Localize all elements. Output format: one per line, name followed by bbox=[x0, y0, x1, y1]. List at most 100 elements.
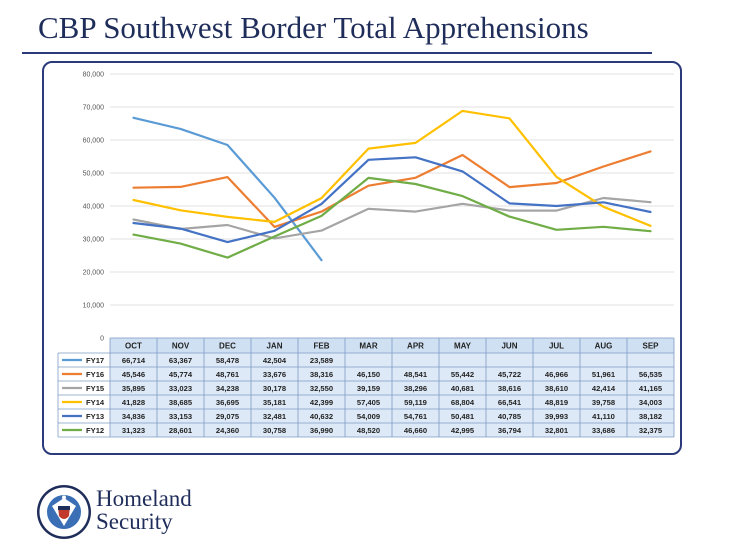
x-tick-label: AUG bbox=[595, 342, 613, 351]
wordmark-line1: Homeland bbox=[96, 486, 192, 511]
page-title: CBP Southwest Border Total Apprehensions bbox=[38, 10, 589, 45]
data-label: 40,681 bbox=[451, 384, 475, 393]
data-label: 56,535 bbox=[639, 370, 663, 379]
title-underline bbox=[22, 52, 652, 54]
gridlines bbox=[110, 73, 674, 339]
series-line-fy15 bbox=[132, 196, 652, 240]
data-label: 59,119 bbox=[404, 398, 427, 407]
data-label: 33,676 bbox=[263, 370, 286, 379]
data-label: 38,182 bbox=[639, 412, 662, 421]
x-tick-label: JAN bbox=[266, 342, 282, 351]
legend-entry: FY13 bbox=[86, 412, 104, 421]
data-label: 48,819 bbox=[545, 398, 568, 407]
x-tick-label: MAR bbox=[359, 342, 377, 351]
data-label: 34,836 bbox=[122, 412, 145, 421]
data-label: 35,181 bbox=[263, 398, 287, 407]
x-tick-label: DEC bbox=[219, 342, 236, 351]
data-label: 63,367 bbox=[169, 356, 192, 365]
data-label: 38,616 bbox=[498, 384, 521, 393]
data-label: 32,375 bbox=[639, 426, 663, 435]
data-label: 32,801 bbox=[545, 426, 569, 435]
legend-entry: FY15 bbox=[86, 384, 105, 393]
data-label: 38,316 bbox=[310, 370, 333, 379]
data-label: 41,828 bbox=[122, 398, 145, 407]
x-tick-label: JUN bbox=[501, 342, 517, 351]
data-label: 36,990 bbox=[310, 426, 333, 435]
data-label: 33,023 bbox=[169, 384, 192, 393]
x-tick-label: JUL bbox=[549, 342, 564, 351]
data-label: 39,993 bbox=[545, 412, 568, 421]
data-label: 54,761 bbox=[404, 412, 428, 421]
y-tick-label: 40,000 bbox=[83, 204, 105, 211]
data-label: 50,481 bbox=[451, 412, 475, 421]
data-label: 41,110 bbox=[592, 412, 615, 421]
data-label: 42,504 bbox=[263, 356, 287, 365]
y-tick-label: 30,000 bbox=[83, 237, 105, 244]
data-label: 32,481 bbox=[263, 412, 287, 421]
x-tick-label: FEB bbox=[314, 342, 330, 351]
data-label: 68,804 bbox=[451, 398, 475, 407]
data-label: 34,238 bbox=[216, 384, 239, 393]
y-tick-label: 80,000 bbox=[83, 72, 105, 79]
series-line-fy12 bbox=[132, 176, 652, 259]
data-label: 31,323 bbox=[122, 426, 145, 435]
data-label: 45,546 bbox=[122, 370, 145, 379]
legend-entry: FY17 bbox=[86, 356, 104, 365]
data-label: 40,785 bbox=[498, 412, 522, 421]
y-axis-ticks: 0 10,000 20,000 30,000 40,000 50,000 60,000 70,… bbox=[83, 72, 105, 343]
data-label: 39,758 bbox=[592, 398, 615, 407]
data-label: 33,686 bbox=[592, 426, 615, 435]
data-label: 66,541 bbox=[498, 398, 522, 407]
data-label: 48,761 bbox=[216, 370, 240, 379]
apprehensions-chart: 0 10,000 20,000 30,000 40,000 50,000 60,000 70,… bbox=[57, 72, 675, 438]
data-label: 42,995 bbox=[451, 426, 475, 435]
data-label: 55,442 bbox=[451, 370, 474, 379]
x-tick-label: OCT bbox=[125, 342, 142, 351]
data-label: 41,165 bbox=[639, 384, 663, 393]
dhs-wordmark: Homeland Security bbox=[96, 487, 192, 533]
data-label: 28,601 bbox=[169, 426, 193, 435]
y-tick-label: 20,000 bbox=[83, 270, 105, 277]
x-tick-label: APR bbox=[407, 342, 424, 351]
data-label: 33,153 bbox=[169, 412, 192, 421]
y-tick-label: 60,000 bbox=[83, 138, 105, 145]
legend-entry: FY16 bbox=[86, 370, 104, 379]
data-label: 35,895 bbox=[122, 384, 146, 393]
data-label: 48,520 bbox=[357, 426, 380, 435]
data-label: 32,550 bbox=[310, 384, 333, 393]
y-tick-label: 0 bbox=[100, 336, 104, 343]
y-tick-label: 10,000 bbox=[83, 303, 105, 310]
data-label: 46,660 bbox=[404, 426, 427, 435]
data-label: 29,075 bbox=[216, 412, 240, 421]
series-lines bbox=[132, 109, 652, 262]
series-line-fy17 bbox=[132, 116, 323, 262]
data-label: 30,178 bbox=[263, 384, 286, 393]
data-label: 36,794 bbox=[498, 426, 522, 435]
data-label: 46,150 bbox=[357, 370, 380, 379]
series-line-fy14 bbox=[132, 109, 652, 227]
data-label: 58,478 bbox=[216, 356, 239, 365]
data-label: 42,399 bbox=[310, 398, 333, 407]
data-label: 46,966 bbox=[545, 370, 568, 379]
dhs-seal-icon bbox=[37, 485, 91, 539]
x-tick-label: NOV bbox=[172, 342, 190, 351]
data-label: 34,003 bbox=[639, 398, 662, 407]
data-label: 42,414 bbox=[592, 384, 616, 393]
data-table: OCT NOV DEC JAN FEB MAR APR MAY JUN JUL AUG SEP FY17… bbox=[57, 337, 675, 438]
data-label: 51,961 bbox=[592, 370, 616, 379]
x-tick-label: MAY bbox=[454, 342, 472, 351]
data-label: 66,714 bbox=[122, 356, 146, 365]
series-line-fy13 bbox=[132, 156, 652, 244]
data-label: 57,405 bbox=[357, 398, 381, 407]
data-label: 24,360 bbox=[216, 426, 239, 435]
legend-entry: FY14 bbox=[86, 398, 105, 407]
x-tick-label: SEP bbox=[642, 342, 659, 351]
chart-frame: 0 10,000 20,000 30,000 40,000 50,000 60,000 70,… bbox=[42, 61, 682, 455]
data-label: 40,632 bbox=[310, 412, 333, 421]
data-label: 54,009 bbox=[357, 412, 380, 421]
y-tick-label: 70,000 bbox=[83, 105, 105, 112]
data-label: 45,774 bbox=[169, 370, 193, 379]
y-tick-label: 50,000 bbox=[83, 171, 105, 178]
data-label: 30,758 bbox=[263, 426, 286, 435]
data-label: 38,685 bbox=[169, 398, 193, 407]
